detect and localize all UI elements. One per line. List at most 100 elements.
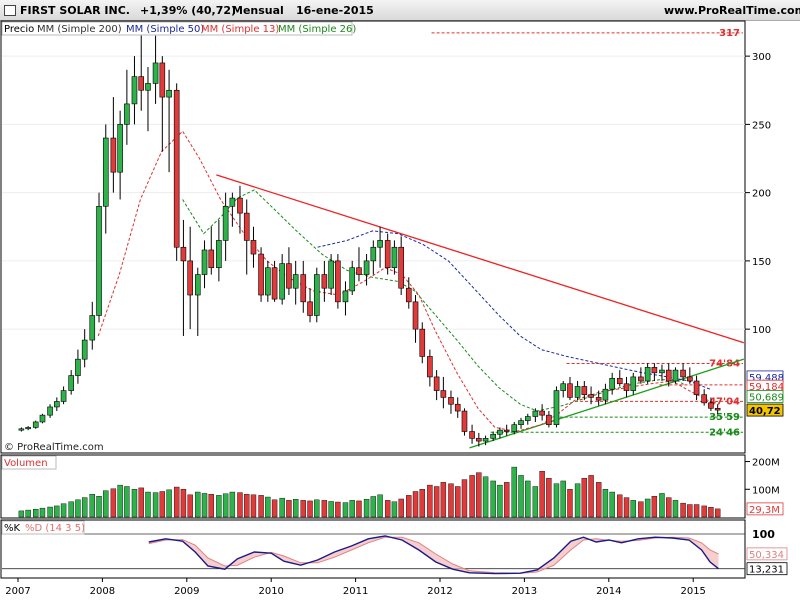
candle-down — [398, 246, 404, 289]
volume-bar — [110, 488, 117, 518]
volume-bar — [588, 475, 594, 518]
x-tick-label: 2008 — [90, 586, 115, 597]
stochastic-lines — [2, 533, 745, 575]
volume-bar — [602, 489, 609, 518]
volume-bar — [370, 496, 377, 518]
candle-down — [250, 240, 257, 255]
stochastic-panel — [0, 519, 746, 579]
x-tick-label: 2013 — [512, 586, 537, 597]
volume-y-axis: 200M 100M 29,3M — [745, 458, 784, 516]
volume-bar — [469, 475, 475, 518]
candle-up — [222, 205, 229, 241]
candle-up — [490, 433, 496, 439]
volume-bar — [525, 480, 531, 518]
candle-up — [60, 390, 67, 402]
candle-up — [532, 410, 539, 417]
volume-bar — [419, 489, 425, 518]
volume-bar — [497, 484, 503, 518]
candle-up — [201, 249, 208, 275]
volume-bar — [567, 489, 573, 518]
volume-bar — [166, 489, 172, 518]
candle-down — [173, 89, 180, 248]
stoch-d-line — [148, 536, 719, 574]
value-tag-label: 59,488 — [749, 373, 784, 384]
price-y-tick-label: 150 — [752, 257, 771, 268]
volume-bar — [503, 482, 510, 518]
volume-bar — [18, 510, 25, 518]
volume-bar — [152, 492, 159, 518]
candle-down — [384, 240, 391, 269]
stoch-d-tag — [746, 547, 788, 561]
volume-bar — [187, 494, 193, 518]
volume-bar — [708, 507, 714, 518]
stoch-d-label: %D (14 3 5) — [25, 523, 85, 534]
level-label: 74'84 — [709, 358, 740, 369]
ma13-line — [97, 130, 711, 433]
candle-down — [243, 212, 250, 241]
volume-bar — [377, 494, 383, 518]
volume-bar — [60, 503, 67, 518]
candle-up — [292, 274, 299, 289]
x-tick-label: 2011 — [343, 586, 368, 597]
volume-bar — [560, 480, 566, 518]
legend-precio: Precio — [4, 24, 34, 35]
value-tag-box — [746, 390, 784, 403]
stoch-k-tag — [746, 562, 788, 576]
candle-down — [714, 408, 721, 411]
volume-bar — [124, 486, 130, 518]
candle-up — [68, 375, 74, 391]
candle-down — [159, 62, 166, 98]
candle-up — [482, 438, 489, 442]
candle-down — [503, 429, 510, 432]
volume-bar — [595, 482, 602, 518]
site-url: www.ProRealTime.com — [664, 4, 800, 17]
candle-down — [708, 402, 714, 409]
x-tick-label: 2007 — [5, 586, 30, 597]
volume-bar — [307, 500, 313, 518]
candle-up — [229, 197, 236, 207]
downtrend-line — [216, 174, 745, 344]
volume-legend: Volumen — [1, 455, 57, 470]
volume-bar — [630, 500, 636, 518]
price-gridlines — [2, 55, 745, 330]
price-y-tick-label: 250 — [752, 120, 771, 131]
volume-bar — [195, 491, 201, 518]
candle-down — [258, 253, 264, 296]
price-y-tick-label: 200 — [752, 189, 771, 200]
legend-ma50: MM (Simple 50) — [126, 24, 204, 35]
candle-up — [145, 83, 151, 91]
volume-bar — [511, 466, 517, 518]
candle-down — [623, 383, 630, 391]
volume-bar — [54, 505, 60, 518]
stoch-d-value: 50,334 — [749, 550, 784, 561]
volume-last-tag — [746, 502, 784, 516]
volume-bar — [286, 500, 292, 518]
volume-bar — [539, 471, 545, 518]
volume-bar — [335, 501, 341, 518]
candle-up — [602, 388, 609, 401]
candle-down — [412, 301, 419, 330]
chart-date: 16-ene-2015 — [296, 4, 374, 17]
volume-bar — [103, 490, 109, 518]
volume-bar — [81, 497, 88, 518]
candle-down — [448, 397, 454, 405]
volume-bar — [363, 499, 370, 518]
candle-down — [469, 431, 475, 439]
volume-bar — [680, 502, 686, 518]
volume-bar — [244, 494, 250, 518]
x-axis: 2007 2008 2009 2010 2011 2012 2013 2014 2015 — [5, 578, 706, 597]
volume-bar — [349, 500, 355, 518]
candle-down — [187, 260, 193, 296]
candle-up — [216, 240, 222, 269]
volume-bar — [328, 501, 334, 518]
volume-bar — [461, 479, 468, 518]
stochastic-legend: %K %D (14 3 5) — [1, 520, 85, 535]
candle-down — [588, 394, 594, 398]
volume-bar — [117, 484, 123, 518]
volume-last-value: 29,3M — [749, 505, 780, 516]
volume-bar — [651, 496, 658, 518]
legend-ma26: MM (Simple 26) — [278, 24, 356, 35]
candle-down — [638, 376, 644, 382]
stoch-k-line — [148, 535, 719, 575]
